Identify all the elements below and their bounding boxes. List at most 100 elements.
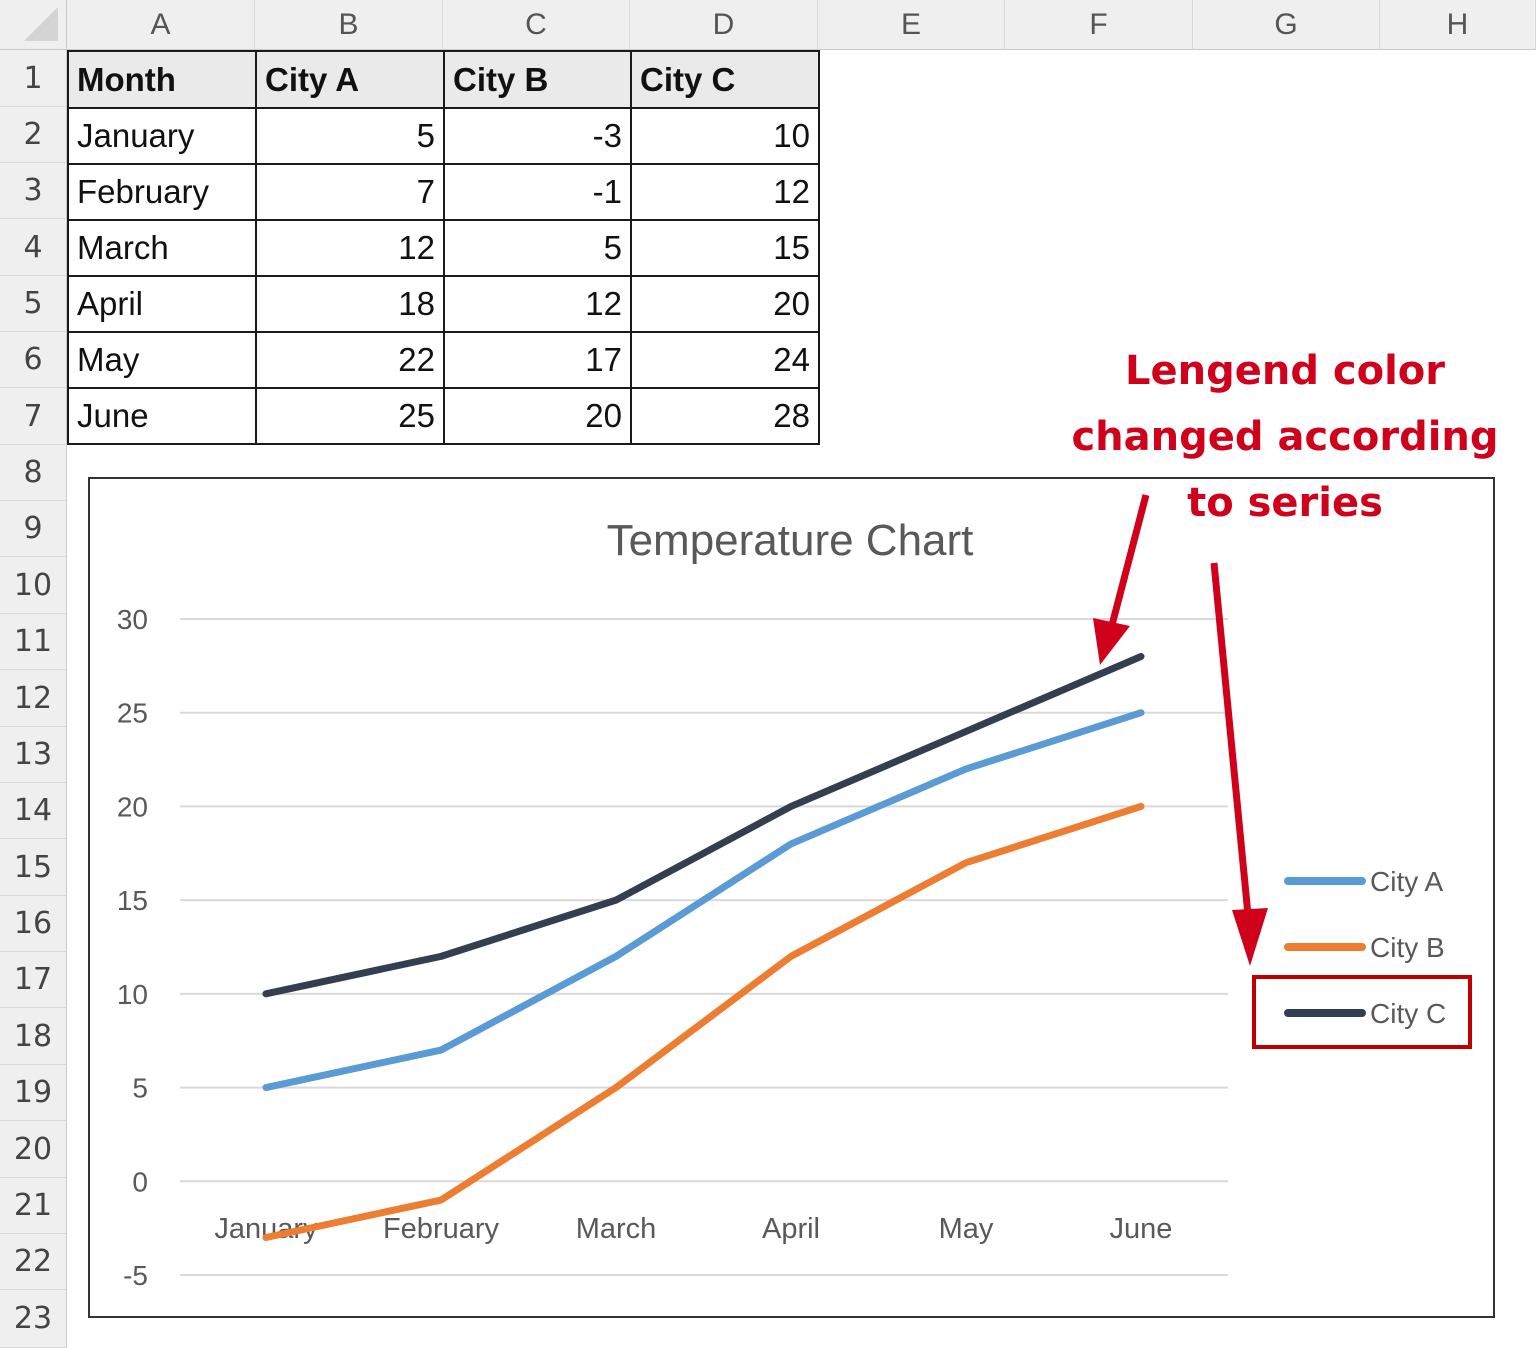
y-axis-labels[interactable]: 30 25 20 15 10 5 0 -5 [117, 604, 148, 1291]
row-header-6[interactable]: 6 [0, 332, 67, 388]
cell-d6[interactable]: 24 [630, 331, 820, 389]
row-header-20[interactable]: 20 [0, 1121, 67, 1178]
row-header-19[interactable]: 19 [0, 1065, 67, 1121]
cell-a7[interactable]: June [67, 387, 257, 445]
y-tick-label: 15 [117, 885, 148, 916]
cell-d3[interactable]: 12 [630, 163, 820, 221]
x-tick-label: April [762, 1213, 820, 1245]
annotation-line-2: changed according [1071, 414, 1499, 460]
row-header-4[interactable]: 4 [0, 219, 67, 276]
row-header-21[interactable]: 21 [0, 1178, 67, 1234]
row-header-18[interactable]: 18 [0, 1008, 67, 1065]
annotation-line-3: to series [1187, 480, 1383, 526]
row-header-12[interactable]: 12 [0, 670, 67, 727]
cell-c3[interactable]: -1 [443, 163, 632, 221]
column-header-e[interactable]: E [818, 0, 1005, 50]
cell-c5[interactable]: 12 [443, 275, 632, 333]
legend-label: City C [1370, 998, 1446, 1029]
legend-label: City A [1370, 866, 1443, 897]
row-header-17[interactable]: 17 [0, 952, 67, 1008]
column-header-a[interactable]: A [67, 0, 255, 50]
x-tick-label: May [939, 1213, 994, 1245]
cell-d7[interactable]: 28 [630, 387, 820, 445]
line-chart[interactable]: Temperature Chart 30 25 20 15 10 5 0 -5 January… [88, 477, 1495, 1318]
row-header-10[interactable]: 10 [0, 557, 67, 614]
x-tick-label: March [576, 1213, 657, 1245]
cell-a1[interactable]: Month [67, 50, 257, 109]
cell-d1[interactable]: City C [630, 50, 820, 109]
y-tick-label: 25 [117, 698, 148, 729]
x-tick-label: February [383, 1213, 500, 1245]
y-tick-label: 5 [132, 1073, 148, 1104]
cell-d2[interactable]: 10 [630, 107, 820, 165]
column-header-b[interactable]: B [255, 0, 443, 50]
table-row: March 12 5 15 [67, 219, 820, 277]
y-tick-label: 20 [117, 791, 148, 822]
column-header-f[interactable]: F [1005, 0, 1193, 50]
column-header-c[interactable]: C [443, 0, 630, 50]
row-header-23[interactable]: 23 [0, 1290, 67, 1348]
cell-d4[interactable]: 15 [630, 219, 820, 277]
cell-a3[interactable]: February [67, 163, 257, 221]
cell-b2[interactable]: 5 [255, 107, 445, 165]
cell-b3[interactable]: 7 [255, 163, 445, 221]
table-row: January 5 -3 10 [67, 107, 820, 165]
table-row: April 18 12 20 [67, 275, 820, 333]
cell-c6[interactable]: 17 [443, 331, 632, 389]
cell-c7[interactable]: 20 [443, 387, 632, 445]
series-line-city-c[interactable] [262, 652, 1145, 998]
table-row: February 7 -1 12 [67, 163, 820, 221]
row-header-5[interactable]: 5 [0, 276, 67, 332]
chart-legend[interactable]: City A City B City C [1284, 866, 1446, 1029]
series-line-city-a[interactable] [262, 709, 1145, 1092]
row-header-9[interactable]: 9 [0, 501, 67, 557]
row-header-15[interactable]: 15 [0, 839, 67, 896]
cell-c1[interactable]: City B [443, 50, 632, 109]
annotation-line-1: Lengend color [1125, 348, 1445, 394]
x-axis-labels[interactable]: January February March April May June [214, 1213, 1172, 1245]
cell-a6[interactable]: May [67, 331, 257, 389]
column-header-h[interactable]: H [1380, 0, 1536, 50]
cell-d5[interactable]: 20 [630, 275, 820, 333]
column-header-d[interactable]: D [630, 0, 818, 50]
row-header-16[interactable]: 16 [0, 896, 67, 952]
row-header-13[interactable]: 13 [0, 727, 67, 783]
cell-b1[interactable]: City A [255, 50, 445, 109]
table-row: June 25 20 28 [67, 387, 820, 445]
legend-item-city-a[interactable]: City A [1284, 866, 1443, 897]
cell-b5[interactable]: 18 [255, 275, 445, 333]
row-header-11[interactable]: 11 [0, 614, 67, 670]
data-table: Month City A City B City C January 5 -3 … [67, 50, 820, 445]
row-header-1[interactable]: 1 [0, 50, 67, 107]
cell-a5[interactable]: April [67, 275, 257, 333]
series-line-city-b[interactable] [262, 802, 1145, 1242]
row-header-22[interactable]: 22 [0, 1234, 67, 1290]
cell-a2[interactable]: January [67, 107, 257, 165]
gridlines [180, 618, 1228, 1276]
row-header-2[interactable]: 2 [0, 107, 67, 163]
cell-c4[interactable]: 5 [443, 219, 632, 277]
cell-b6[interactable]: 22 [255, 331, 445, 389]
cell-b4[interactable]: 12 [255, 219, 445, 277]
y-tick-label: 0 [132, 1166, 148, 1197]
row-header-14[interactable]: 14 [0, 783, 67, 839]
cell-a4[interactable]: March [67, 219, 257, 277]
data-series[interactable] [262, 652, 1145, 1242]
y-tick-label: 10 [117, 979, 148, 1010]
select-all-triangle-icon [24, 7, 58, 41]
y-tick-label: 30 [117, 604, 148, 635]
column-header-g[interactable]: G [1193, 0, 1380, 50]
y-tick-label: -5 [123, 1260, 148, 1291]
cell-b7[interactable]: 25 [255, 387, 445, 445]
table-header-row: Month City A City B City C [67, 50, 820, 109]
legend-item-city-c[interactable]: City C [1284, 998, 1446, 1029]
row-header-3[interactable]: 3 [0, 163, 67, 219]
annotation-text: Lengend color changed according to serie… [1050, 338, 1520, 536]
chart-title[interactable]: Temperature Chart [607, 516, 974, 565]
row-header-7[interactable]: 7 [0, 388, 67, 445]
x-tick-label: June [1110, 1213, 1173, 1245]
cell-c2[interactable]: -3 [443, 107, 632, 165]
row-header-8[interactable]: 8 [0, 445, 67, 501]
select-all-corner[interactable] [0, 0, 67, 50]
legend-item-city-b[interactable]: City B [1284, 932, 1445, 963]
